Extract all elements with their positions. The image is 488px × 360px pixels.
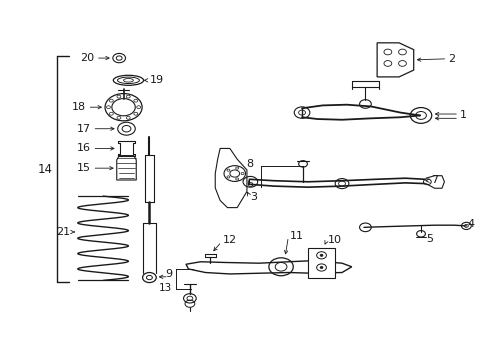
Bar [307,248,334,278]
Text: 16: 16 [77,143,91,153]
Text: 15: 15 [77,163,91,173]
Text: 3: 3 [250,192,257,202]
Text: 5: 5 [426,234,432,244]
Text: 10: 10 [327,234,341,244]
Circle shape [320,254,323,256]
Text: 14: 14 [38,163,53,176]
Text: 1: 1 [459,111,466,121]
Text: 4: 4 [467,219,474,229]
Circle shape [320,266,323,269]
Text: 6: 6 [246,179,253,189]
Text: 13: 13 [159,283,172,293]
Text: 12: 12 [222,235,236,245]
Text: 20: 20 [80,53,94,63]
Text: 9: 9 [165,269,172,279]
Text: 17: 17 [77,124,91,134]
Text: 7: 7 [430,175,437,185]
Text: 18: 18 [72,102,86,112]
Text: 8: 8 [245,159,253,169]
Text: 2: 2 [447,54,454,64]
Text: 11: 11 [289,231,303,240]
Text: 19: 19 [149,75,163,85]
Text: 21: 21 [56,227,70,237]
